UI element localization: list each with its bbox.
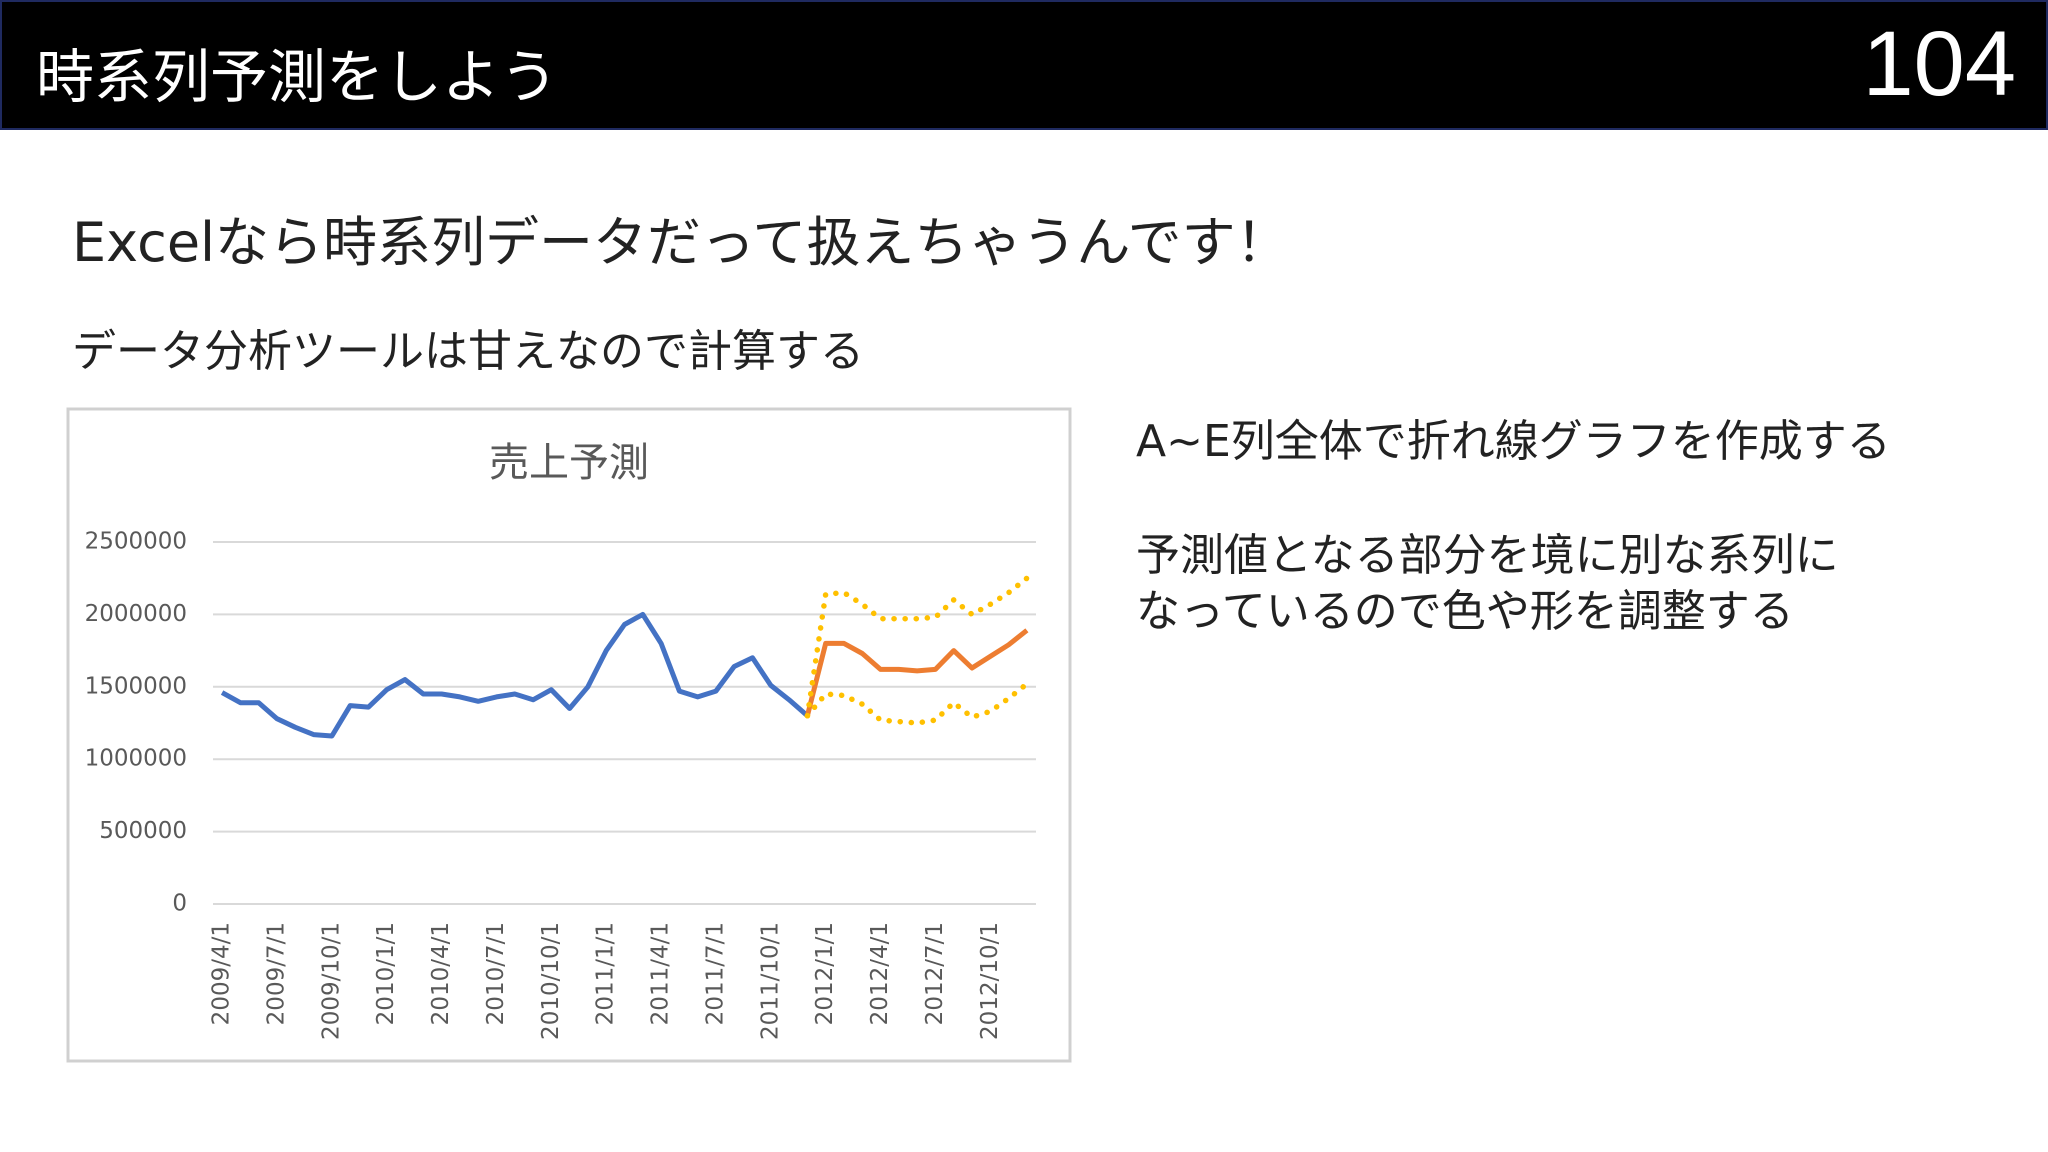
header: 時系列予測をしよう 104 <box>0 0 2048 130</box>
note-line: なっているので色や形を調整する <box>1136 586 1794 637</box>
x-tick-label: 2009/7/1 <box>264 922 290 1025</box>
series-line <box>804 681 1030 726</box>
x-tick-label: 2011/7/1 <box>702 922 728 1025</box>
x-tick-label: 2010/7/1 <box>483 922 509 1025</box>
y-tick-label: 500000 <box>99 818 187 844</box>
series-line <box>804 628 1029 717</box>
x-tick-label: 2011/1/1 <box>593 922 619 1025</box>
x-tick-label: 2010/10/1 <box>538 922 564 1040</box>
y-tick-label: 1000000 <box>85 746 187 772</box>
x-tick-label: 2011/4/1 <box>648 922 674 1025</box>
note: 予測値となる部分を境に別な系列に なっているので色や形を調整する <box>1136 528 1839 640</box>
x-tick-label: 2012/10/1 <box>977 922 1003 1040</box>
y-tick-label: 1500000 <box>85 673 187 699</box>
series-line <box>220 611 810 739</box>
heading: Excelなら時系列データだって扱えちゃうんです！ <box>72 211 1290 274</box>
chart-frame <box>66 407 1072 1063</box>
y-tick-label: 0 <box>172 891 187 917</box>
note-line: A~E列全体で折れ線グラフを作成する <box>1136 416 1891 467</box>
slide-title: 時系列予測をしよう <box>36 43 559 111</box>
subheading: データ分析ツールは甘えなので計算する <box>72 326 864 377</box>
x-tick-label: 2009/10/1 <box>318 922 344 1040</box>
x-tick-label: 2010/1/1 <box>373 922 399 1025</box>
note: A~E列全体で折れ線グラフを作成する <box>1136 414 1891 470</box>
page-number: 104 <box>1862 13 2017 115</box>
chart-title: 売上予測 <box>489 440 649 486</box>
note-line: 予測値となる部分を境に別な系列に <box>1136 530 1839 581</box>
x-tick-label: 2012/4/1 <box>867 922 893 1025</box>
x-tick-label: 2012/1/1 <box>812 922 838 1025</box>
y-tick-label: 2000000 <box>85 601 187 627</box>
y-tick-label: 2500000 <box>85 529 187 555</box>
x-tick-label: 2009/4/1 <box>209 922 235 1025</box>
series-line <box>804 575 1030 719</box>
x-tick-label: 2011/10/1 <box>757 922 783 1040</box>
x-tick-label: 2010/4/1 <box>428 922 454 1025</box>
x-tick-label: 2012/7/1 <box>922 922 948 1025</box>
